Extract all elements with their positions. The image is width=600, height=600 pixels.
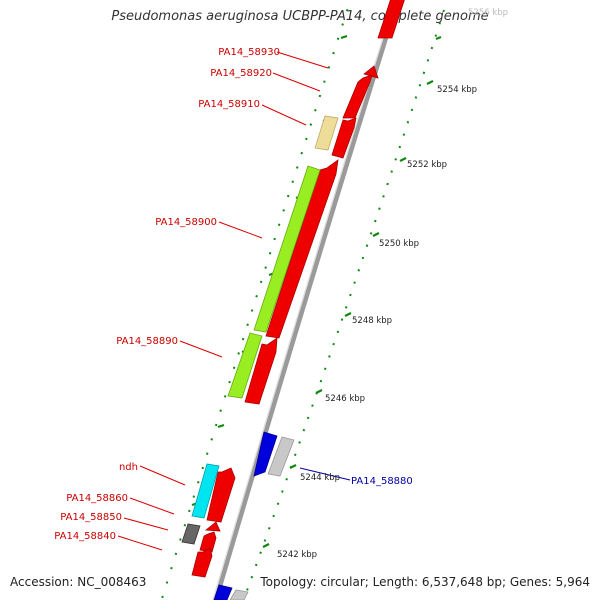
gene-label-PA14_58880[interactable]: PA14_58880 [351, 476, 413, 487]
gene-label-PA14_58930[interactable]: PA14_58930 [218, 47, 280, 58]
gene-PA14_58830-forward[interactable] [191, 547, 213, 578]
green-genes [227, 165, 321, 399]
gene-bottom-gray[interactable] [229, 589, 249, 600]
gene-label-PA14_58910[interactable]: PA14_58910 [198, 99, 260, 110]
gene-PA14_58840-forward[interactable] [199, 531, 217, 553]
gene-ndh-forward[interactable] [206, 467, 236, 523]
scale-label: 5252 kbp [407, 160, 447, 170]
label-leader-lines [117, 51, 351, 551]
gene-PA14_58940[interactable] [377, 0, 406, 39]
gene-PA14_58850-forward[interactable] [204, 521, 221, 532]
scale-label: 5250 kbp [379, 239, 419, 249]
scale-label: 5248 kbp [352, 316, 392, 326]
gene-ndh[interactable] [191, 463, 220, 519]
gene-PA14_58870[interactable] [267, 436, 295, 477]
gene-PA14_58880[interactable] [253, 431, 278, 477]
gene-label-PA14_58920[interactable]: PA14_58920 [210, 68, 272, 79]
inner-tick-line [160, 0, 352, 600]
gene-label-PA14_58850[interactable]: PA14_58850 [60, 512, 122, 523]
gene-label-PA14_58860[interactable]: PA14_58860 [66, 493, 128, 504]
gene-PA14_58890-forward[interactable] [244, 337, 278, 405]
scale-label: 5242 kbp [277, 550, 317, 560]
gene-PA14_58900[interactable] [253, 165, 321, 333]
gene-PA14_58890[interactable] [227, 332, 263, 399]
gene-label-PA14_58840[interactable]: PA14_58840 [54, 531, 116, 542]
gene-PA14_58910-inner[interactable] [314, 115, 339, 151]
accession-text: Accession: NC_008463 [10, 575, 147, 589]
scale-label: 5244 kbp [300, 473, 340, 483]
gene-label-ndh[interactable]: ndh [119, 462, 138, 473]
gene-bottom-blue[interactable] [213, 584, 233, 600]
gene-PA14_58910[interactable] [331, 117, 357, 159]
forward-genes [191, 0, 406, 578]
genome-summary-text: Topology: circular; Length: 6,537,648 bp… [260, 575, 590, 589]
scale-major-ticks [262, 35, 442, 548]
scale-label: 5246 kbp [325, 394, 365, 404]
genome-backbone [213, 0, 401, 600]
gene-label-PA14_58890[interactable]: PA14_58890 [116, 336, 178, 347]
gene-label-PA14_58900[interactable]: PA14_58900 [155, 217, 217, 228]
scale-label: 5256 kbp [468, 8, 508, 18]
gene-PA14_58850[interactable] [181, 523, 201, 545]
scale-label: 5254 kbp [437, 85, 477, 95]
